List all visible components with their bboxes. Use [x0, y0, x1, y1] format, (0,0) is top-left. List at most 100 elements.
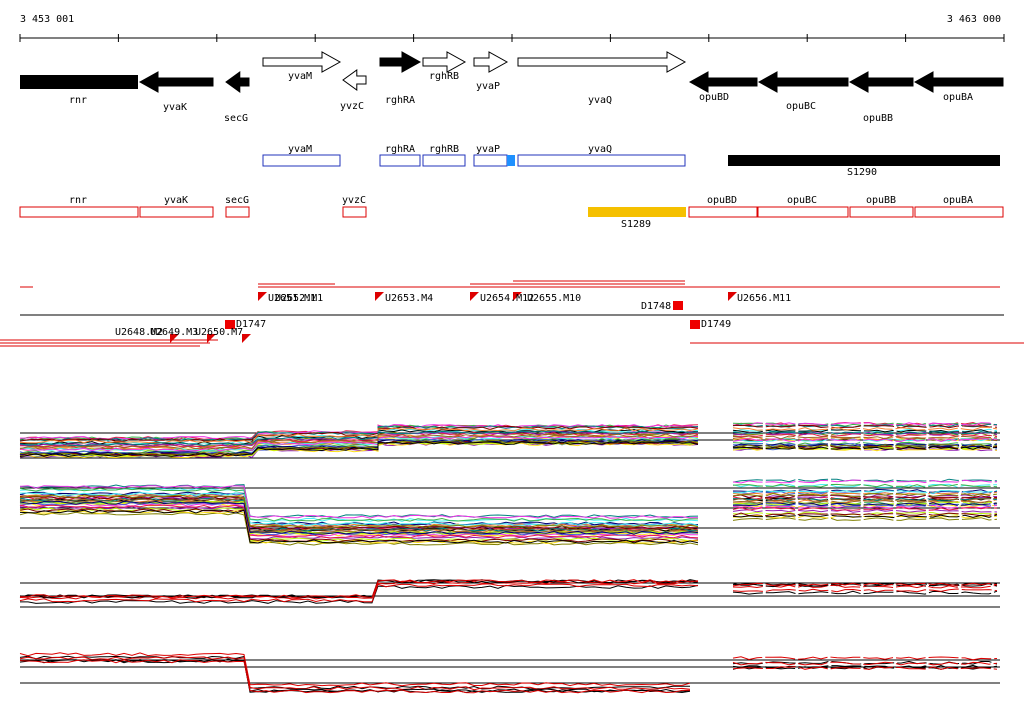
trace — [19, 652, 691, 687]
tu-label: D1749 — [701, 319, 731, 330]
trace — [20, 579, 699, 599]
gene-arrow — [517, 51, 687, 73]
annotation-box — [262, 154, 341, 167]
feature-label: S1289 — [621, 219, 651, 230]
trace — [732, 433, 998, 438]
tu-flag — [258, 292, 267, 301]
trace — [732, 656, 998, 661]
trace — [19, 492, 699, 527]
trace — [19, 491, 699, 526]
gene-arrow — [688, 71, 758, 93]
trace — [732, 445, 998, 450]
trace — [732, 582, 998, 587]
red-box — [849, 206, 914, 218]
gene-label: opuBD — [699, 92, 729, 103]
trace — [19, 430, 699, 447]
trace — [19, 494, 699, 529]
trace — [732, 517, 998, 521]
trace — [19, 508, 699, 543]
shapes — [0, 34, 1024, 694]
trace — [732, 429, 998, 434]
trace — [19, 656, 691, 691]
trace — [19, 583, 699, 603]
red-box — [225, 206, 250, 218]
trace — [19, 507, 699, 542]
gene-label: opuBC — [786, 101, 816, 112]
tu-label: U2654.M12 — [480, 293, 534, 304]
feature-label: S1290 — [847, 167, 877, 178]
tu-label: U2655.M10 — [527, 293, 581, 304]
trace — [732, 590, 998, 595]
trace — [732, 584, 998, 589]
trace — [732, 497, 998, 502]
gene-arrow — [379, 51, 422, 73]
annotation-label: yvaM — [288, 144, 312, 155]
red-gene-label: opuBD — [707, 195, 737, 206]
gene-label: yvzC — [340, 101, 364, 112]
gene-label: secG — [224, 113, 248, 124]
annotation-label: yvaP — [476, 144, 500, 155]
trace — [732, 424, 998, 429]
gene-arrow — [913, 71, 1004, 93]
red-gene-label: secG — [225, 195, 249, 206]
red-box — [757, 206, 849, 218]
gene-label: rghRA — [385, 95, 415, 106]
gene-arrow — [848, 71, 914, 93]
gene-label: yvaP — [476, 81, 500, 92]
annotation-box — [473, 154, 508, 167]
gene-label: rghRB — [429, 71, 459, 82]
trace — [732, 509, 998, 513]
trace — [732, 479, 998, 484]
gene-label: opuBB — [863, 113, 893, 124]
trace — [732, 435, 998, 440]
gene-arrow — [757, 71, 849, 93]
red-gene-label: yvaK — [164, 195, 188, 206]
tu-label: D1748 — [641, 301, 671, 312]
annotation-label: rghRA — [385, 144, 415, 155]
trace — [732, 422, 998, 426]
trace — [732, 430, 998, 435]
red-box — [688, 206, 758, 218]
labels: 3 453 001 3 463 000 rnr yvaK secG yvaM y… — [20, 14, 1001, 338]
gene-label: yvaQ — [588, 95, 612, 106]
red-gene-label: opuBB — [866, 195, 896, 206]
tu-flag — [470, 292, 479, 301]
trace — [732, 512, 998, 517]
red-box — [139, 206, 214, 218]
gene-label: yvaK — [163, 102, 187, 113]
trace — [732, 492, 998, 497]
annotation-box — [422, 154, 466, 167]
tu-label: U2649.M3 — [150, 327, 198, 338]
gene-arrow — [225, 71, 250, 93]
trace — [19, 435, 699, 452]
gene-arrow — [262, 51, 342, 73]
tu-label: U2648.M2 — [115, 327, 163, 338]
ruler-start: 3 453 001 — [20, 14, 74, 25]
gene-arrow — [342, 69, 367, 91]
red-box — [19, 206, 139, 218]
tu-flag — [375, 292, 384, 301]
tu-label: U2651.M1 — [268, 293, 316, 304]
trace — [732, 661, 998, 666]
trace — [19, 505, 699, 540]
annotation-mark — [507, 155, 515, 166]
tu-label: U2650.M7 — [195, 327, 243, 338]
annotation-box — [379, 154, 421, 167]
gene-label: yvaM — [288, 71, 312, 82]
trace — [732, 438, 998, 443]
annotation-box — [517, 154, 686, 167]
annotation-label: yvaQ — [588, 144, 612, 155]
trace — [732, 588, 998, 593]
trace — [19, 493, 699, 528]
trace — [19, 509, 699, 544]
trace — [732, 514, 998, 519]
trace — [732, 502, 998, 507]
trace — [732, 489, 998, 494]
red-gene-label: opuBC — [787, 195, 817, 206]
tu-flag — [242, 334, 251, 343]
tu-label: D1747 — [236, 319, 266, 330]
annotation-label: rghRB — [429, 144, 459, 155]
trace — [19, 427, 699, 444]
tu-flag — [207, 334, 216, 343]
